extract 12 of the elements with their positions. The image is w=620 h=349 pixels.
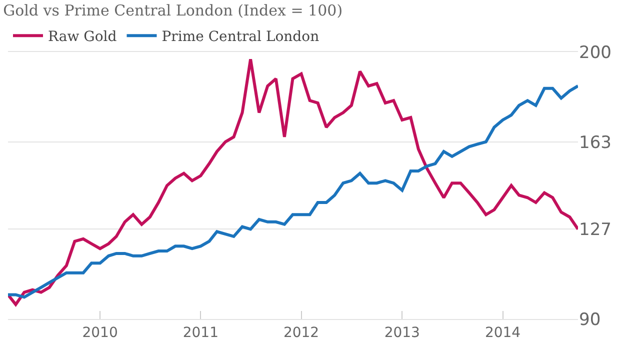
x-tick-label: 2012 bbox=[283, 324, 320, 341]
y-tick-label: 200 bbox=[579, 42, 612, 63]
x-tick-label: 2011 bbox=[182, 324, 218, 341]
y-tick-label: 90 bbox=[579, 310, 601, 330]
legend-label: Raw Gold bbox=[48, 29, 117, 46]
chart-title: Gold vs Prime Central London (Index = 100) bbox=[3, 2, 343, 20]
y-tick-label: 163 bbox=[579, 132, 612, 153]
x-tick-label: 2013 bbox=[384, 324, 420, 341]
x-tick-label: 2014 bbox=[484, 324, 521, 341]
y-tick-label: 127 bbox=[579, 220, 612, 240]
x-tick-label: 2010 bbox=[82, 324, 118, 341]
legend-label: Prime Central London bbox=[162, 29, 320, 46]
